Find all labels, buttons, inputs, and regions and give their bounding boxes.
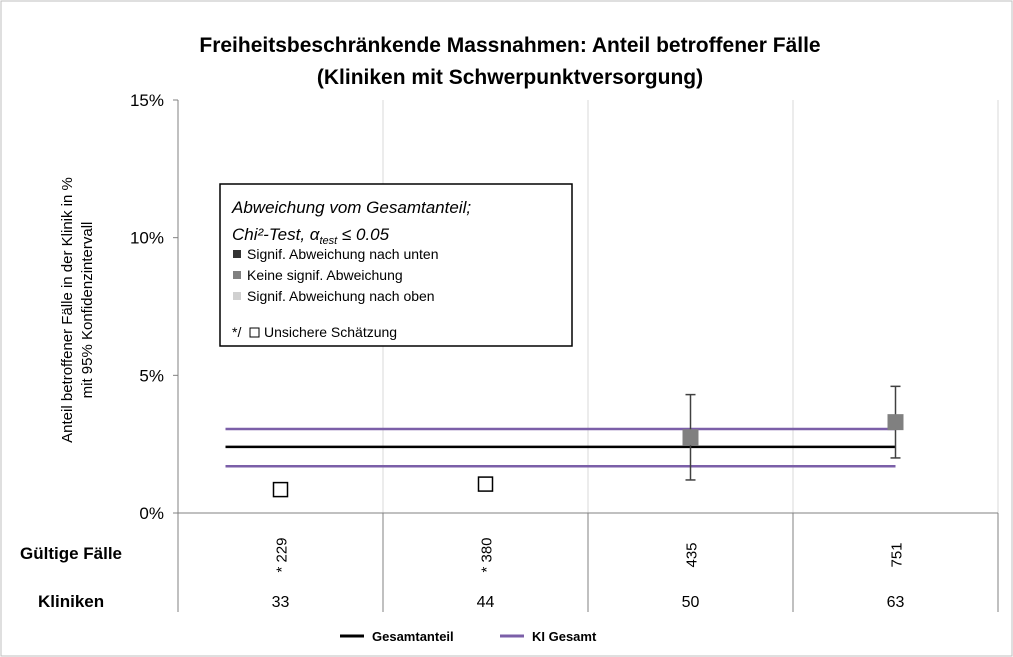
- data-point: [272, 481, 289, 498]
- uncertain-marker-icon: [249, 327, 260, 338]
- data-point: [887, 414, 904, 431]
- clinics-label: 50: [682, 594, 700, 611]
- y-tick-label: 10%: [130, 229, 164, 248]
- box-legend-marker: [233, 250, 241, 258]
- box-legend: Abweichung vom Gesamtanteil; Chi²-Test, …: [219, 183, 573, 347]
- chart-title-line1: Freiheitsbeschränkende Massnahmen: Antei…: [199, 34, 820, 57]
- box-legend-item-label: Signif. Abweichung nach oben: [247, 288, 435, 304]
- row-label-cases: Gültige Fälle: [20, 544, 122, 563]
- cases-label: * 229: [274, 537, 291, 572]
- reference-lines: [225, 427, 896, 468]
- box-legend-marker: [233, 292, 241, 300]
- box-legend-frame: [219, 183, 573, 347]
- bottom-legend-label: KI Gesamt: [532, 629, 597, 644]
- y-axis-label-line1: Anteil betroffener Fälle in der Klinik i…: [59, 177, 76, 443]
- data-point: [477, 476, 494, 492]
- y-axis-label-line2: mit 95% Konfidenzintervall: [79, 222, 96, 399]
- box-legend-uncertain-label: Unsichere Schätzung: [264, 324, 397, 340]
- clinics-label: 44: [477, 594, 495, 611]
- clinics-label: 33: [272, 594, 290, 611]
- cases-label: * 380: [479, 537, 496, 572]
- data-point: [682, 429, 699, 446]
- box-legend-marker: [233, 271, 241, 279]
- box-legend-item-label: Signif. Abweichung nach unten: [247, 246, 438, 262]
- y-tick-label: 15%: [130, 91, 164, 110]
- clinics-label: 63: [887, 594, 905, 611]
- bottom-legend-label: Gesamtanteil: [372, 629, 454, 644]
- chart-title-line2: (Kliniken mit Schwerpunktversorgung): [317, 66, 703, 89]
- cases-label: 435: [684, 542, 701, 567]
- box-legend-uncertain-prefix: */: [232, 324, 241, 340]
- category-table: Gültige Fälle Kliniken * 229 33 * 380 44 435 50…: [20, 513, 999, 612]
- y-tick-label: 5%: [139, 366, 164, 385]
- box-legend-title-line2: Chi²-Test, αtest ≤ 0.05: [232, 225, 390, 247]
- row-label-clinics: Kliniken: [38, 592, 104, 611]
- y-tick-label: 0%: [139, 504, 164, 523]
- data-points: [272, 385, 904, 498]
- box-legend-item-label: Keine signif. Abweichung: [247, 267, 403, 283]
- box-legend-title-line1: Abweichung vom Gesamtanteil;: [231, 198, 471, 217]
- bottom-legend: Gesamtanteil KI Gesamt: [340, 629, 597, 644]
- cases-label: 751: [889, 542, 906, 567]
